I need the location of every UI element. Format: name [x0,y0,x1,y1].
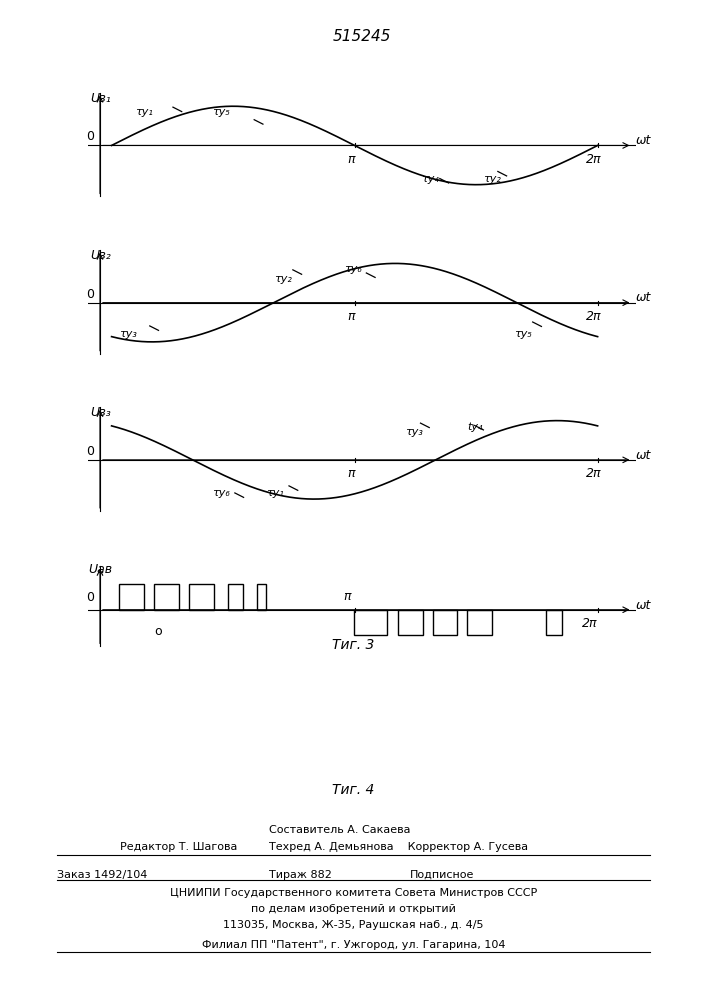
Text: ωt: ωt [636,599,652,612]
Text: 0: 0 [86,591,94,604]
Text: Τиг. 4: Τиг. 4 [332,783,375,797]
Text: 0: 0 [86,445,94,458]
Text: ЦНИИПИ Государственного комитета Совета Министров СССР: ЦНИИПИ Государственного комитета Совета … [170,888,537,898]
Text: π: π [347,467,354,480]
Text: 2π: 2π [586,467,602,480]
Text: по делам изобретений и открытий: по делам изобретений и открытий [251,904,456,914]
Text: π: π [347,310,354,323]
Text: 0: 0 [86,288,94,301]
Text: 515245: 515245 [333,29,392,44]
Text: 2π: 2π [586,310,602,323]
Text: τу₆: τу₆ [344,264,361,274]
Text: τу₅: τу₅ [212,107,230,117]
Text: ωt: ωt [636,449,652,462]
Text: π: π [347,153,354,166]
Text: Техред А. Демьянова    Корректор А. Гусева: Техред А. Демьянова Корректор А. Гусева [269,842,528,852]
Text: τу₆: τу₆ [212,488,230,498]
Text: τу₅: τу₅ [514,329,532,339]
Text: Подписное: Подписное [410,870,474,880]
Text: τу₃: τу₃ [406,427,423,437]
Text: Uз₂: Uз₂ [90,249,111,262]
Text: τу₂: τу₂ [483,174,501,184]
Text: Тираж 882: Тираж 882 [269,870,332,880]
Text: Uз₁: Uз₁ [90,92,111,105]
Text: τу₄: τу₄ [421,174,439,184]
Text: Uав: Uав [88,563,112,576]
Text: 2π: 2π [586,153,602,166]
Text: Составитель А. Сакаева: Составитель А. Сакаева [269,825,410,835]
Text: ωt: ωt [636,134,652,147]
Text: о: о [154,625,162,638]
Text: Филиал ПП "Патент", г. Ужгород, ул. Гагарина, 104: Филиал ПП "Патент", г. Ужгород, ул. Гага… [201,940,506,950]
Text: τу₁: τу₁ [135,107,153,117]
Text: τу₃: τу₃ [119,329,137,339]
Text: Редактор Т. Шагова: Редактор Т. Шагова [120,842,238,852]
Text: Τиг. 3: Τиг. 3 [332,638,375,652]
Text: tу₄: tу₄ [467,422,483,432]
Text: 0: 0 [86,130,94,143]
Text: Uз₃: Uз₃ [90,406,111,419]
Text: τу₁: τу₁ [267,488,284,498]
Text: ωt: ωt [636,291,652,304]
Text: τу₂: τу₂ [274,274,292,284]
Text: Заказ 1492/104: Заказ 1492/104 [57,870,147,880]
Text: 113035, Москва, Ж-35, Раушская наб., д. 4/5: 113035, Москва, Ж-35, Раушская наб., д. … [223,920,484,930]
Text: π: π [343,590,351,603]
Text: 2π: 2π [582,617,597,630]
